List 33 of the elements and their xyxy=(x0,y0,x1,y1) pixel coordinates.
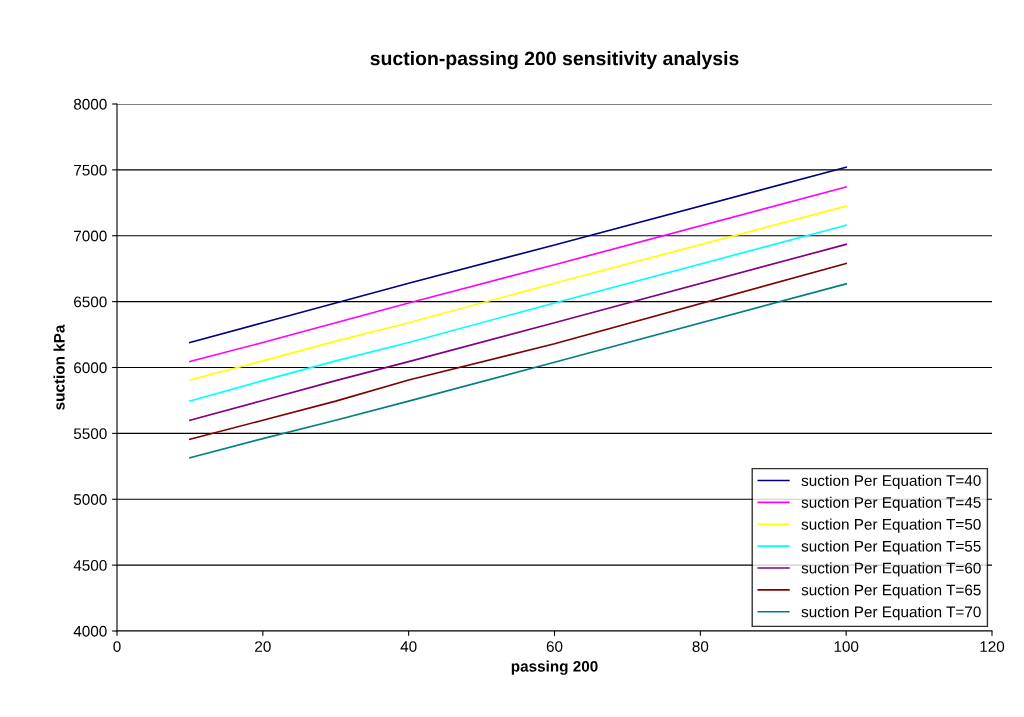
y-tick-label: 4000 xyxy=(73,625,107,637)
y-tick-label: 4500 xyxy=(73,559,107,571)
y-tick-label: 6000 xyxy=(74,362,107,374)
chart-title: suction-passing 200 sensitivity analysis xyxy=(370,51,739,70)
x-tick-label: 100 xyxy=(834,641,859,652)
y-tick-label: 6500 xyxy=(74,296,107,308)
legend-label: suction Per Equation T=70 xyxy=(801,606,981,621)
x-axis-title: passing 200 xyxy=(511,660,598,675)
legend-label: suction Per Equation T=40 xyxy=(801,474,981,490)
legend-label: suction Per Equation T=55 xyxy=(801,540,981,555)
y-tick-label: 8000 xyxy=(73,98,107,110)
line-series xyxy=(189,283,848,459)
y-tick-label: 7000 xyxy=(74,230,107,242)
line-series xyxy=(189,166,848,344)
x-tick-label: 40 xyxy=(400,641,417,652)
y-axis-title: suction kPa xyxy=(53,324,65,410)
y-tick-label: 7500 xyxy=(74,164,107,176)
legend-label: suction Per Equation T=50 xyxy=(801,518,981,533)
x-tick-label: 60 xyxy=(546,641,563,652)
legend-label: suction Per Equation T=60 xyxy=(801,562,981,577)
legend-label: suction Per Equation T=65 xyxy=(801,584,981,599)
legend-label: suction Per Equation T=45 xyxy=(801,496,981,511)
x-tick-label: 20 xyxy=(255,641,271,652)
line-series xyxy=(189,186,848,363)
y-tick-label: 5500 xyxy=(73,428,107,440)
y-tick-label: 5000 xyxy=(73,494,107,505)
line-series xyxy=(189,243,848,422)
line-series xyxy=(189,205,848,381)
line-series xyxy=(189,224,848,402)
x-tick-label: 120 xyxy=(980,641,1005,652)
x-tick-label: 80 xyxy=(692,641,709,652)
line-series xyxy=(189,262,848,441)
x-tick-label: 0 xyxy=(113,641,121,652)
